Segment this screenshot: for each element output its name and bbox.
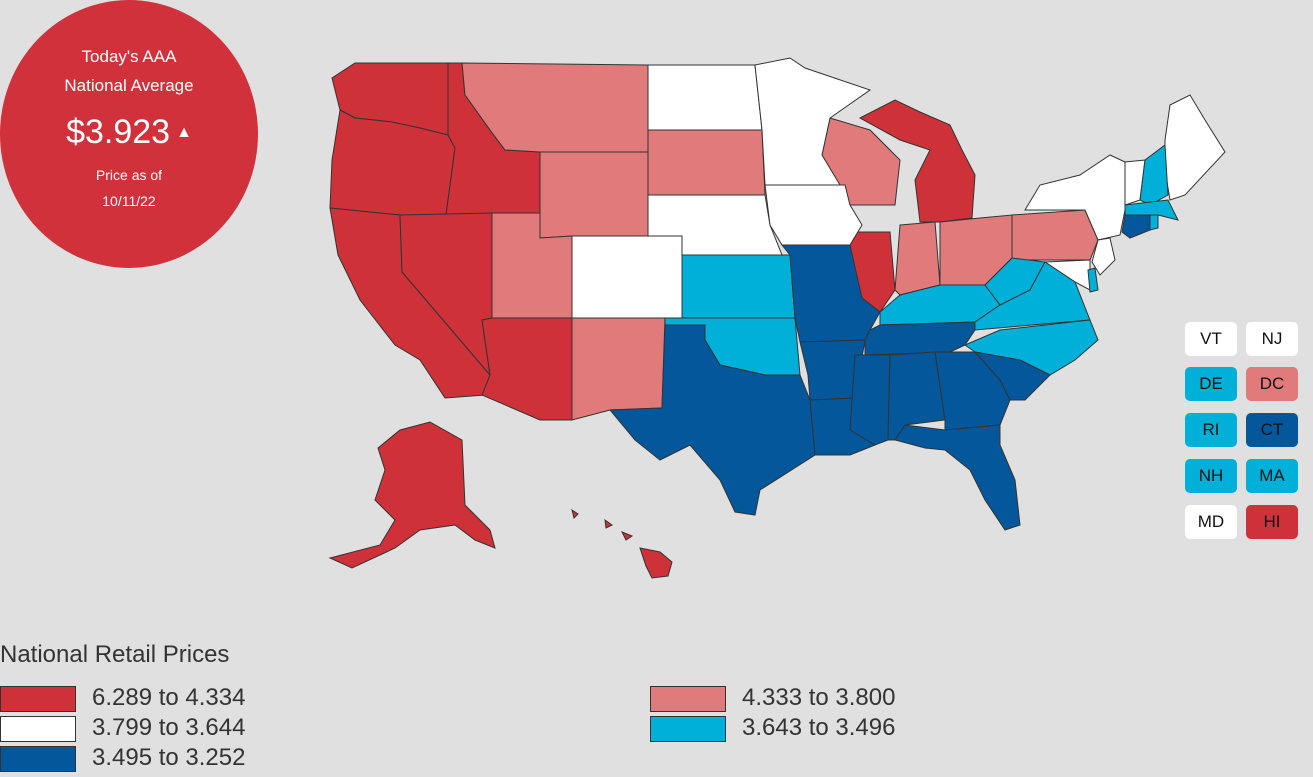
legend-swatch-range4 [650, 716, 726, 742]
state-ms[interactable] [849, 354, 891, 446]
state-ct[interactable] [1121, 214, 1151, 239]
state-mi[interactable] [858, 99, 976, 223]
chip-nh-label: NH [1198, 466, 1224, 485]
chip-de[interactable]: DE [1185, 367, 1237, 401]
state-ks[interactable] [665, 254, 796, 319]
legend-label-range4: 3.643 to 3.496 [742, 714, 896, 741]
state-hi[interactable] [571, 508, 673, 579]
chip-de-label: DE [1199, 374, 1223, 393]
state-co[interactable] [571, 235, 683, 319]
state-va[interactable] [974, 261, 1091, 331]
state-me[interactable] [1164, 94, 1226, 201]
triangle-up-icon: ▲ [176, 124, 192, 141]
state-nd[interactable] [647, 64, 763, 131]
chip-hi[interactable]: HI [1246, 505, 1298, 539]
chip-ma[interactable]: MA [1246, 459, 1298, 493]
chip-vt[interactable]: VT [1185, 322, 1237, 356]
legend-swatch-range1 [0, 686, 76, 712]
legend-label-range1: 6.289 to 4.334 [92, 684, 246, 711]
legend-swatch-range2 [650, 686, 726, 712]
state-tx[interactable] [608, 324, 816, 516]
state-nh[interactable] [1139, 144, 1169, 206]
state-ri[interactable] [1149, 214, 1159, 231]
chip-md[interactable]: MD [1185, 505, 1237, 539]
state-sc[interactable] [973, 351, 1051, 401]
state-wy[interactable] [539, 151, 649, 239]
national-average-price: $3.923 ▲ [0, 112, 258, 153]
state-de[interactable] [1087, 267, 1099, 293]
badge-title-line2: National Average [64, 76, 194, 95]
chip-ri[interactable]: RI [1185, 413, 1237, 447]
price-date-label: Price as of [95, 167, 163, 183]
chip-dc-label: DC [1259, 374, 1285, 393]
price-date: 10/11/22 [102, 193, 156, 209]
chip-ct[interactable]: CT [1246, 413, 1298, 447]
state-az[interactable] [481, 317, 573, 421]
chip-nj[interactable]: NJ [1246, 322, 1298, 356]
chip-hi-label: HI [1263, 512, 1281, 531]
state-ia[interactable] [764, 184, 863, 246]
chip-ct-label: CT [1260, 420, 1284, 439]
legend-title: National Retail Prices [0, 641, 230, 668]
state-in[interactable] [894, 221, 941, 296]
legend-label-range3: 3.799 to 3.644 [92, 714, 246, 741]
price-value: $3.923 [66, 113, 171, 151]
state-ak[interactable] [328, 421, 496, 569]
state-pa[interactable] [1011, 209, 1099, 261]
chip-ma-label: MA [1259, 466, 1285, 485]
legend-swatch-range3 [0, 716, 76, 742]
chip-dc[interactable]: DC [1246, 367, 1298, 401]
state-nm[interactable] [571, 317, 666, 421]
state-sd[interactable] [647, 129, 766, 196]
state-mn[interactable] [754, 57, 872, 186]
state-nj[interactable] [1091, 237, 1116, 276]
badge-title-line1: Today's AAA [81, 47, 177, 66]
chip-nh[interactable]: NH [1185, 459, 1237, 493]
chip-md-label: MD [1197, 512, 1225, 531]
legend-label-range2: 4.333 to 3.800 [742, 684, 896, 711]
state-fl[interactable] [894, 424, 1021, 531]
state-tn[interactable] [864, 321, 976, 356]
national-average-badge: Today's AAA National Average $3.923 ▲ Pri… [0, 0, 258, 268]
chip-nj-label: NJ [1261, 329, 1283, 348]
legend-label-range5: 3.495 to 3.252 [92, 744, 246, 771]
chip-ri-label: RI [1202, 420, 1220, 439]
legend-swatch-range5 [0, 746, 76, 772]
chip-vt-label: VT [1200, 329, 1222, 348]
